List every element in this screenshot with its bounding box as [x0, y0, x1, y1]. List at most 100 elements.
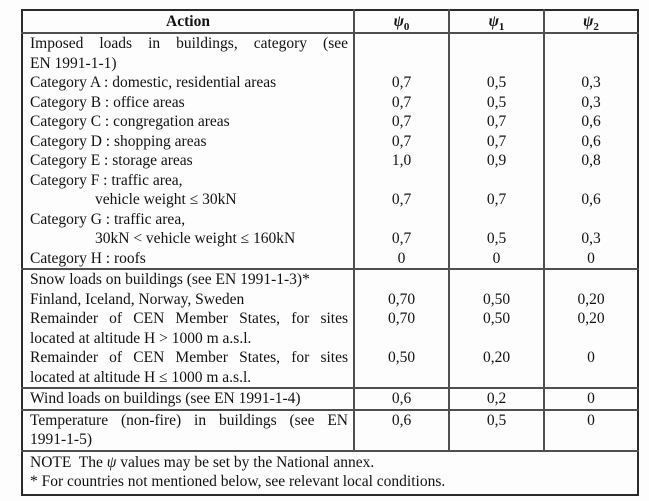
psi-factors-table: Action ψ0 ψ1 ψ2 Imposed loads in buildin… [21, 9, 639, 496]
value-cell: 0,50 [448, 309, 544, 348]
value-cell [448, 268, 544, 290]
value-cell: 0,7 [353, 112, 449, 132]
table-row: Category A : domestic, residential areas… [22, 73, 638, 93]
value-cell: 1,0 [353, 151, 449, 171]
action-text-line: Category D : shopping areas [30, 132, 207, 150]
value-cell: 0,7 [353, 92, 449, 112]
value-cell: 0,5 [448, 92, 544, 112]
header-action: Action [22, 10, 354, 34]
action-cell: Category F : traffic area, vehicle weight… [22, 171, 354, 210]
value-cell: 0,3 [543, 92, 638, 112]
psi-subscript: 2 [593, 21, 599, 34]
value-cell: 0,7 [353, 209, 449, 249]
value-cell: 0 [543, 387, 638, 410]
value-cell: 0,70 [353, 309, 449, 348]
value-cell: 0 [543, 348, 638, 388]
value-cell: 0,6 [543, 112, 638, 132]
value-cell: 0 [543, 408, 638, 451]
action-text-line: Category E : storage areas [30, 152, 193, 169]
action-text-line: located at altitude H ≤ 1000 m a.s.l. [30, 368, 252, 386]
value-cell: 0,8 [543, 151, 638, 171]
value-cell: 0 [353, 248, 449, 269]
value-cell: 0,6 [353, 387, 449, 410]
action-text-line: Snow loads on buildings (see EN 1991-1-3… [30, 271, 310, 288]
action-cell: Category B : office areas [22, 93, 354, 113]
action-cell: Category H : roofs [22, 249, 354, 270]
header-psi0: ψ0 [353, 10, 449, 34]
table-row: Wind loads on buildings (see EN 1991-1-4… [22, 387, 638, 410]
action-cell: Category G : traffic area, 30kN < vehicle… [22, 210, 354, 249]
value-cell: 0,6 [353, 408, 449, 451]
action-text-line: Temperature (non-fire) in buildings (see… [30, 411, 348, 429]
value-cell: 0,9 [448, 151, 544, 171]
action-text-line: Category A : domestic, residential areas [30, 74, 277, 91]
value-cell: 0,50 [448, 289, 544, 309]
value-cell: 0,7 [353, 170, 449, 210]
value-cell: 0,5 [448, 408, 544, 451]
header-psi2: ψ2 [543, 10, 638, 34]
action-cell: Category E : storage areas [22, 151, 354, 171]
psi-symbol: ψ [106, 453, 117, 471]
action-text-line: 30kN < vehicle weight ≤ 160kN [95, 230, 296, 247]
note-prefix: NOTE The [30, 453, 107, 471]
value-cell: 0,20 [543, 289, 638, 309]
value-cell: 0,6 [543, 131, 638, 151]
action-cell: Category A : domestic, residential areas [22, 73, 354, 93]
action-text-line: located at altitude H > 1000 m a.s.l. [30, 329, 252, 347]
note-row: NOTE The ψ values may be set by the Nati… [22, 449, 638, 495]
table-row: Category B : office areas 0,7 0,5 0,3 [22, 92, 638, 113]
value-cell: 0 [543, 248, 638, 269]
header-psi1: ψ1 [448, 10, 544, 34]
value-cell: 0,3 [543, 209, 638, 249]
table-row: Category F : traffic area, vehicle weight… [22, 170, 638, 210]
value-cell: 0,50 [353, 348, 449, 388]
action-cell: Finland, Iceland, Norway, Sweden [22, 290, 354, 310]
action-cell: Wind loads on buildings (see EN 1991-1-4… [22, 387, 354, 410]
action-text-line: Wind loads on buildings (see EN 1991-1-4… [30, 390, 301, 407]
action-text-line: vehicle weight ≤ 30kN [95, 191, 237, 208]
value-cell: 0,6 [543, 170, 638, 210]
note-suffix: values may be set by the National annex. [116, 453, 375, 471]
table-row: Category E : storage areas 1,0 0,9 0,8 [22, 151, 638, 171]
psi-subscript: 1 [498, 21, 505, 34]
value-cell: 0,5 [448, 209, 544, 249]
value-cell: 0 [448, 248, 544, 269]
value-cell [353, 33, 449, 73]
table-row: Temperature (non-fire) in buildings (see… [22, 408, 638, 451]
value-cell: 0,20 [448, 348, 544, 388]
action-cell: Imposed loads in buildings, category (se… [22, 33, 354, 73]
psi-subscript: 0 [403, 21, 410, 34]
note-cell: NOTE The ψ values may be set by the Nati… [22, 449, 638, 495]
table-row: Category C : congregation areas 0,7 0,7 0,6 [22, 112, 638, 132]
value-cell: 0,7 [448, 170, 544, 210]
action-cell: Category D : shopping areas [22, 132, 354, 152]
action-text-line: Category C : congregation areas [30, 113, 230, 130]
action-text-line: Category G : traffic area, [30, 210, 186, 228]
value-cell: 0,3 [543, 73, 638, 93]
psi-symbol: ψ [583, 13, 594, 30]
table-row: Category G : traffic area, 30kN < vehicle… [22, 209, 638, 249]
table-row: Category D : shopping areas 0,7 0,7 0,6 [22, 131, 638, 152]
action-text-line: Category B : office areas [30, 93, 185, 111]
action-text-line: Remainder of CEN Member States, for site… [30, 349, 348, 366]
table-row: Remainder of CEN Member States, for site… [22, 309, 638, 348]
psi-symbol: ψ [393, 13, 404, 30]
action-cell: Category C : congregation areas [22, 112, 354, 132]
header-row: Action ψ0 ψ1 ψ2 [22, 10, 638, 34]
value-cell: 0,7 [353, 73, 449, 93]
table-row: Category H : roofs 0 0 0 [22, 248, 638, 270]
table-row: Remainder of CEN Member States, for site… [22, 348, 638, 388]
value-cell: 0,5 [448, 73, 544, 93]
value-cell: 0,7 [448, 131, 544, 151]
value-cell: 0,70 [353, 289, 449, 309]
action-text-line: Category F : traffic area, [30, 171, 183, 189]
table-row: Finland, Iceland, Norway, Sweden 0,70 0,50… [22, 289, 638, 310]
value-cell: 0,2 [448, 387, 544, 410]
action-text-line: EN 1991-1-1) [30, 54, 117, 72]
table-body: Imposed loads in buildings, category (se… [22, 33, 638, 451]
value-cell [353, 268, 449, 290]
value-cell [543, 33, 638, 73]
action-text-line: Imposed loads in buildings, category (se… [30, 35, 348, 52]
action-text-line: Category H : roofs [30, 249, 146, 267]
note-line-1: NOTE The ψ values may be set by the Nati… [30, 453, 631, 473]
